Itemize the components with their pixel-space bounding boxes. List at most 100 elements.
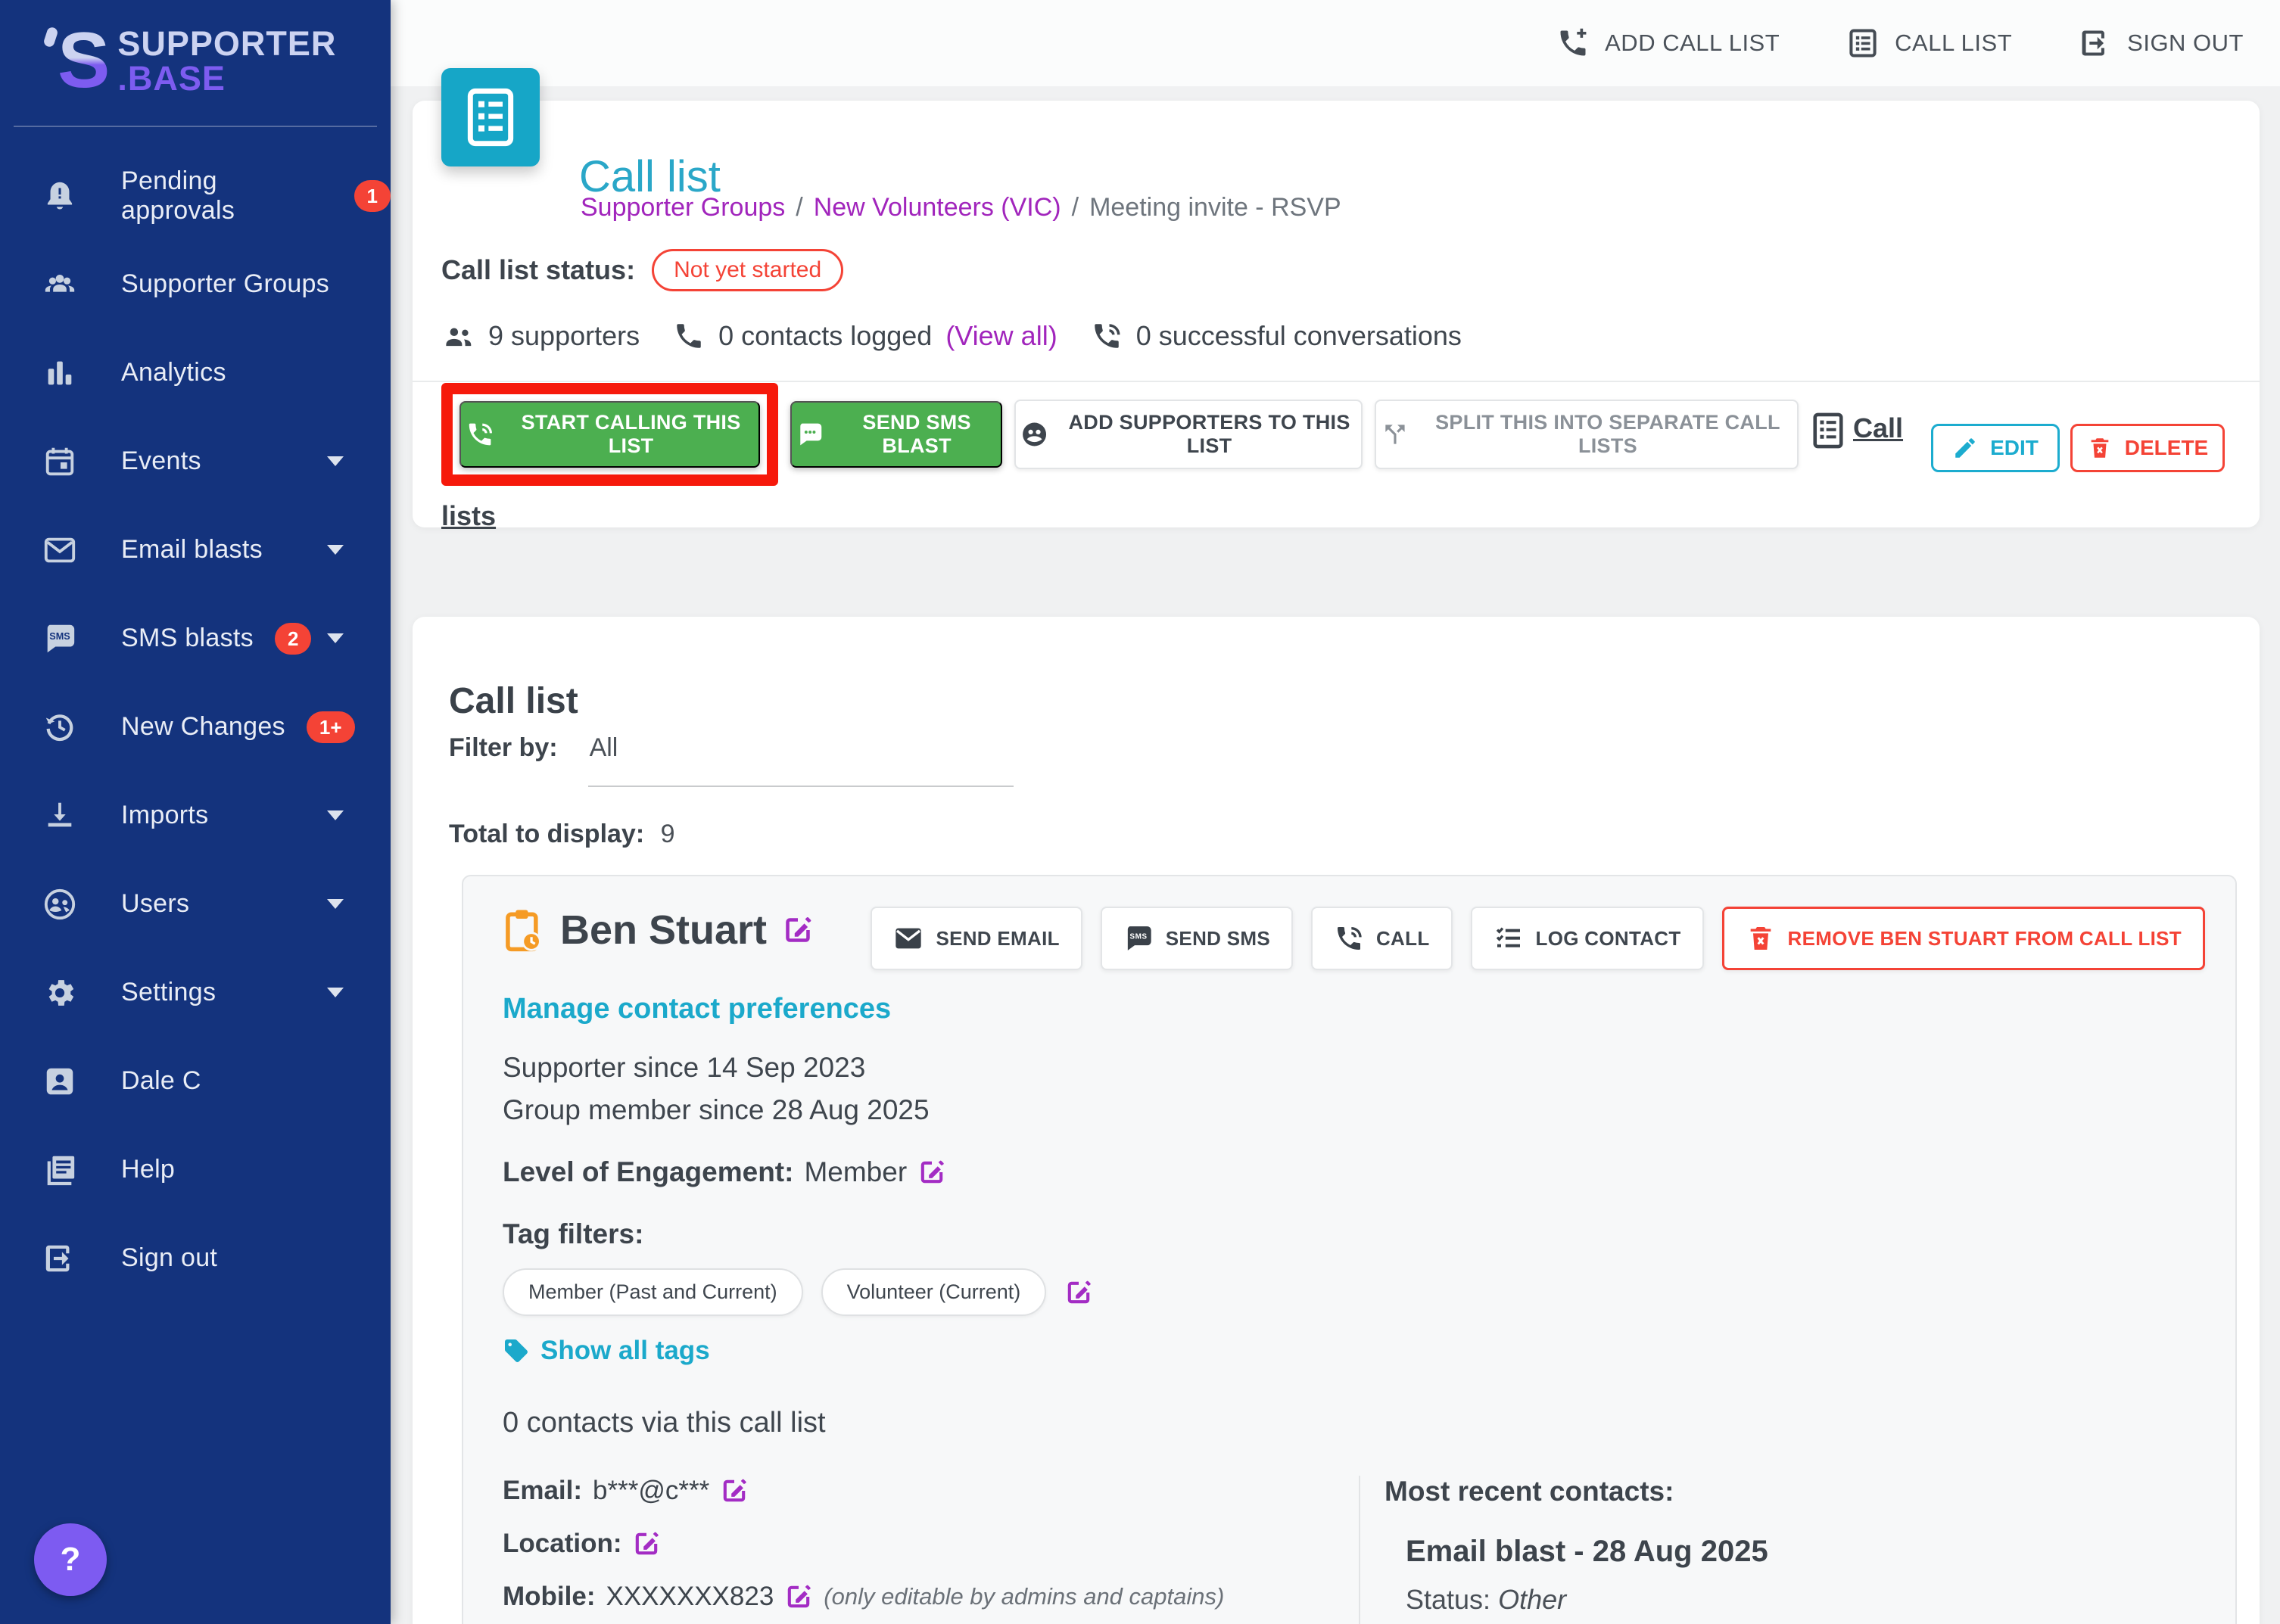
chat-bubble-icon — [796, 418, 824, 450]
checklist-icon — [1496, 927, 1520, 947]
breadcrumb-current: Meeting invite - RSVP — [1089, 193, 1341, 222]
total-label: Total to display: — [449, 820, 645, 848]
sidebar-item-label: Email blasts — [121, 535, 263, 564]
sidebar-item-events[interactable]: Events — [0, 417, 391, 506]
supporter-since: Supporter since 14 Sep 2023 Group member… — [503, 1047, 2205, 1131]
sidebar-item-analytics[interactable]: Analytics — [0, 328, 391, 417]
sidebar-item-email-blasts[interactable]: Email blasts — [0, 506, 391, 594]
add-supporters-button[interactable]: ADD SUPPORTERS TO THIS LIST — [1014, 400, 1363, 469]
tag-pills-row: Member (Past and Current) Volunteer (Cur… — [503, 1268, 2205, 1316]
clipboard-clock-icon — [503, 907, 545, 953]
sidebar-item-help[interactable]: Help — [0, 1125, 391, 1214]
exit-icon — [2079, 26, 2112, 60]
breadcrumb-supporter-groups[interactable]: Supporter Groups — [581, 193, 786, 222]
filter-select[interactable]: All — [587, 730, 1014, 787]
view-all-link[interactable]: (View all) — [945, 320, 1057, 351]
group-member-since-line: Group member since 28 Aug 2025 — [503, 1094, 930, 1125]
sms-blasts-badge: 2 — [274, 622, 312, 655]
sidebar-item-sms-blasts[interactable]: SMS SMS blasts 2 — [0, 594, 391, 683]
sidebar-item-sign-out[interactable]: Sign out — [0, 1214, 391, 1302]
recent-entry-status: Status: Other — [1406, 1584, 2205, 1616]
delete-button[interactable]: DELETE — [2070, 424, 2225, 472]
send-email-label: SEND EMAIL — [936, 926, 1060, 950]
sidebar-item-imports[interactable]: Imports — [0, 771, 391, 860]
envelope-icon — [42, 533, 77, 568]
sidebar-item-label: Supporter Groups — [121, 269, 330, 298]
call-list-status-row: Call list status: Not yet started — [441, 249, 844, 291]
edit-location-icon[interactable] — [632, 1529, 661, 1558]
mobile-value: XXXXXXX823 — [606, 1582, 774, 1611]
start-calling-button[interactable]: START CALLING THIS LIST — [459, 401, 760, 468]
edit-engagement-icon[interactable] — [917, 1158, 946, 1187]
call-button[interactable]: CALL — [1310, 907, 1453, 970]
sidebar-item-label: Dale C — [121, 1066, 201, 1095]
call-lists-link[interactable]: Call lists — [441, 412, 1903, 531]
phone-plus-icon — [1556, 26, 1590, 60]
breadcrumb-new-volunteers[interactable]: New Volunteers (VIC) — [813, 193, 1061, 222]
group-circle-icon — [1020, 418, 1048, 450]
manage-contact-preferences-link[interactable]: Manage contact preferences — [503, 993, 892, 1025]
show-all-tags-link[interactable]: Show all tags — [503, 1336, 2205, 1366]
phone-in-talk-icon — [1337, 927, 1362, 950]
contact-card-ben-stuart: Ben Stuart SEND EMAIL SMS SEND SMS — [462, 875, 2237, 1624]
pencil-icon — [1955, 438, 1975, 458]
edit-tags-icon[interactable] — [1064, 1278, 1093, 1307]
pending-approvals-badge: 1 — [354, 179, 391, 212]
status-badge: Not yet started — [652, 249, 844, 291]
send-sms-blast-label: SEND SMS BLAST — [862, 411, 971, 457]
log-contact-button[interactable]: LOG CONTACT — [1470, 907, 1704, 970]
mobile-note: (only editable by admins and captains) — [824, 1583, 1225, 1610]
supporter-since-line: Supporter since 14 Sep 2023 — [503, 1052, 866, 1083]
send-sms-blast-button[interactable]: SEND SMS BLAST — [790, 401, 1002, 468]
topbar-label: CALL LIST — [1895, 30, 2013, 56]
brand-s-mark: S — [58, 17, 111, 104]
chevron-down-icon — [327, 810, 344, 820]
filter-label: Filter by: — [449, 733, 558, 762]
filter-row: Filter by: All — [449, 730, 1014, 787]
call-list-button[interactable]: CALL LIST — [1846, 26, 2012, 60]
call-label: CALL — [1375, 926, 1430, 950]
people-icon — [443, 320, 475, 352]
sidebar-item-label: Analytics — [121, 358, 226, 387]
split-call-lists-button[interactable]: SPLIT THIS INTO SEPARATE CALL LISTS — [1375, 400, 1799, 469]
contact-actions: SEND EMAIL SMS SEND SMS CALL LOG CONTACT — [871, 907, 2205, 970]
send-sms-button[interactable]: SMS SEND SMS — [1100, 907, 1293, 970]
sidebar-item-pending-approvals[interactable]: Pending approvals 1 — [0, 151, 391, 240]
sidebar-item-label: Settings — [121, 978, 216, 1006]
add-call-list-button[interactable]: ADD CALL LIST — [1556, 26, 1780, 60]
topbar: ADD CALL LIST CALL LIST SIGN OUT — [1556, 0, 2244, 86]
sidebar-item-new-changes[interactable]: New Changes 1+ — [0, 683, 391, 771]
location-label: Location: — [503, 1529, 622, 1558]
send-email-button[interactable]: SEND EMAIL — [871, 907, 1082, 970]
sidebar-item-label: Users — [121, 889, 190, 918]
bell-icon — [42, 179, 77, 213]
sidebar-item-settings[interactable]: Settings — [0, 948, 391, 1037]
edit-mobile-icon[interactable] — [784, 1582, 813, 1611]
sidebar: S SUPPORTER .BASE Pending approvals 1 Su… — [0, 0, 391, 1624]
svg-text:SMS: SMS — [1129, 933, 1147, 941]
edit-button[interactable]: EDIT — [1931, 424, 2060, 472]
breadcrumb-separator: / — [796, 193, 803, 222]
remove-from-call-list-button[interactable]: REMOVE BEN STUART FROM CALL LIST — [1721, 907, 2205, 970]
page-title: Call list — [579, 151, 721, 201]
trash-icon — [2091, 438, 2109, 458]
card-divider — [413, 381, 2260, 382]
edit-name-icon[interactable] — [782, 914, 814, 946]
tag-pill[interactable]: Volunteer (Current) — [821, 1268, 1047, 1316]
sidebar-item-users[interactable]: Users — [0, 860, 391, 948]
edit-email-icon[interactable] — [720, 1476, 749, 1505]
breadcrumb-separator: / — [1071, 193, 1079, 222]
people-icon — [42, 267, 77, 302]
recent-contacts-column: Most recent contacts: Email blast - 28 A… — [1359, 1476, 2205, 1624]
stat-conversations: 0 successful conversations — [1135, 320, 1462, 351]
sidebar-item-supporter-groups[interactable]: Supporter Groups — [0, 240, 391, 328]
delete-label: DELETE — [2124, 436, 2209, 459]
svg-text:SMS: SMS — [49, 631, 70, 642]
sidebar-item-profile-dale-c[interactable]: Dale C — [0, 1037, 391, 1125]
sign-out-button[interactable]: SIGN OUT — [2079, 26, 2244, 60]
download-icon — [42, 798, 77, 833]
call-list-actions-row: START CALLING THIS LIST SEND SMS BLAST A… — [441, 383, 2260, 546]
tag-pill[interactable]: Member (Past and Current) — [503, 1268, 803, 1316]
calendar-icon — [42, 444, 77, 479]
help-fab-button[interactable]: ? — [34, 1523, 107, 1596]
